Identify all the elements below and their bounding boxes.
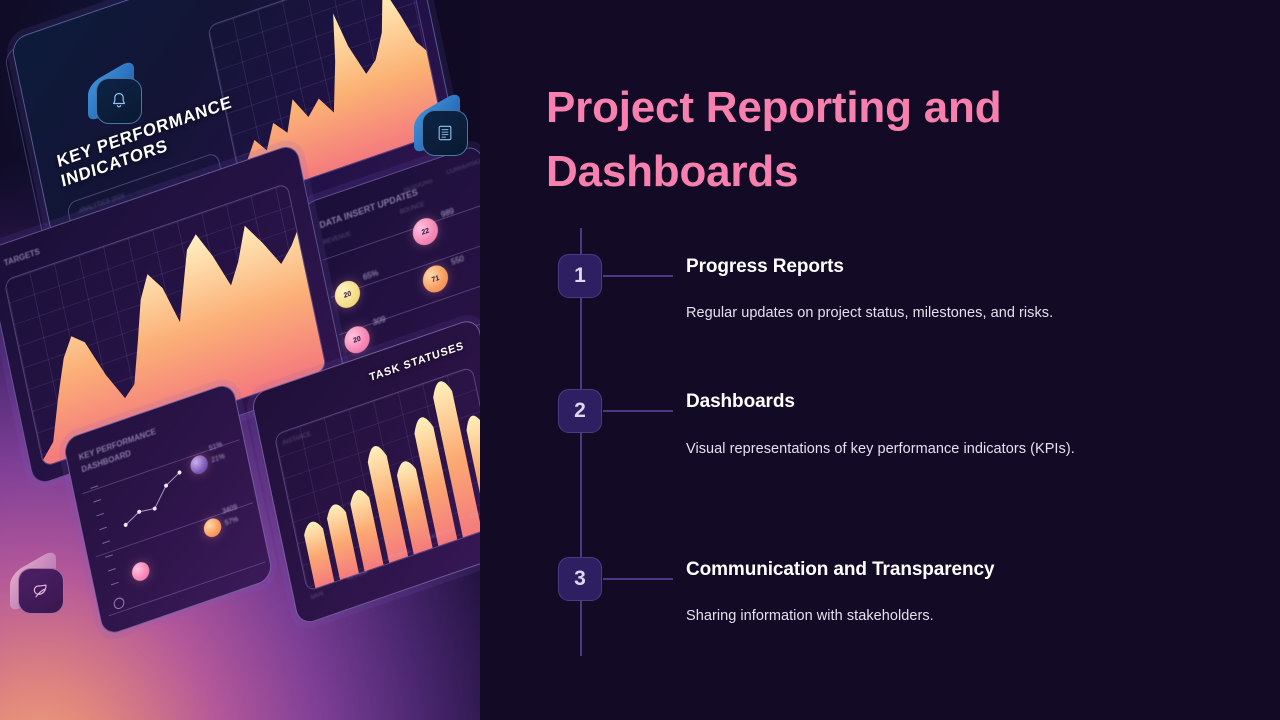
timeline-badge-3[interactable]: 3: [558, 557, 602, 601]
timeline-connector-3: [603, 578, 673, 580]
sidebar-scale: [90, 485, 125, 610]
metric-orb: 20: [342, 322, 373, 357]
cube-front-face: [96, 78, 142, 124]
metric-orb-label: 309: [371, 314, 387, 328]
cube-front-face: [422, 110, 468, 156]
floating-cube-sustainability: [10, 547, 66, 615]
document-icon: [438, 125, 452, 141]
timeline-connector-2: [603, 410, 673, 412]
scatter-line-chart: [123, 470, 182, 527]
timeline-desc-3: Sharing information with stakeholders.: [686, 608, 934, 624]
metric-orb-label: 3409: [221, 503, 238, 516]
panel-performance: KEY PERFORMANCE DASHBOARD 51% 21% 3409: [62, 381, 275, 638]
panel-targets-chart: [3, 182, 328, 468]
bell-icon: [113, 92, 125, 108]
panel-task-chart: INSTANCE: [273, 366, 480, 593]
cube-front-face: [18, 568, 64, 614]
metric-orb-label: 989: [440, 206, 455, 220]
panel-updates-legend-c: CONVERSION: [445, 157, 480, 177]
timeline-title-2: Dashboards: [686, 391, 795, 412]
metric-orb: 20: [332, 277, 363, 312]
panel-targets: TARGETS: [0, 142, 347, 487]
bar-label: SAVE: [309, 590, 325, 602]
floating-cube-reports: [414, 89, 470, 157]
timeline-title-1: Progress Reports: [686, 256, 844, 277]
panel-performance-title: KEY PERFORMANCE DASHBOARD: [78, 427, 157, 475]
metric-orb: [130, 559, 152, 584]
panel-updates-legend-d: BOUNCE: [399, 201, 425, 216]
content-area: Project Reporting and Dashboards 1 Progr…: [480, 0, 1280, 720]
timeline-axis: [579, 228, 582, 656]
dashboard-illustration: ANALYTICS KEY PERFORMANCE INDICATORS ANA…: [0, 0, 480, 720]
leaf-icon: [33, 584, 47, 598]
panel-targets-face: TARGETS: [0, 142, 347, 487]
timeline-desc-2: Visual representations of key performanc…: [686, 441, 1075, 457]
panel-targets-title: TARGETS: [3, 246, 41, 269]
floating-cube-notifications: [88, 57, 144, 125]
timeline-desc-1: Regular updates on project status, miles…: [686, 305, 1054, 321]
timeline-title-3: Communication and Transparency: [686, 559, 995, 580]
panel-performance-face: KEY PERFORMANCE DASHBOARD 51% 21% 3409: [62, 381, 275, 638]
panel-updates-legend-b: SESSIONS: [403, 178, 434, 195]
panel-task-statuses: TASK STATUSES: [250, 316, 480, 627]
timeline-badge-1[interactable]: 1: [558, 254, 602, 298]
panel-task-face: TASK STATUSES: [250, 316, 480, 627]
metric-orb: 71: [420, 261, 451, 296]
area-chart-targets: [42, 225, 328, 468]
panel-updates-legend-a: REVENUE: [322, 231, 352, 247]
page-title: Project Reporting and Dashboards: [546, 83, 1002, 196]
bar-chart-task: [304, 381, 480, 591]
timeline-badge-2[interactable]: 2: [558, 389, 602, 433]
timeline-connector-1: [603, 275, 673, 277]
metric-orb-label: 51%: [208, 441, 224, 453]
metric-orb-sublabel: 57%: [224, 516, 239, 528]
metric-orb-sublabel: 21%: [210, 452, 226, 465]
